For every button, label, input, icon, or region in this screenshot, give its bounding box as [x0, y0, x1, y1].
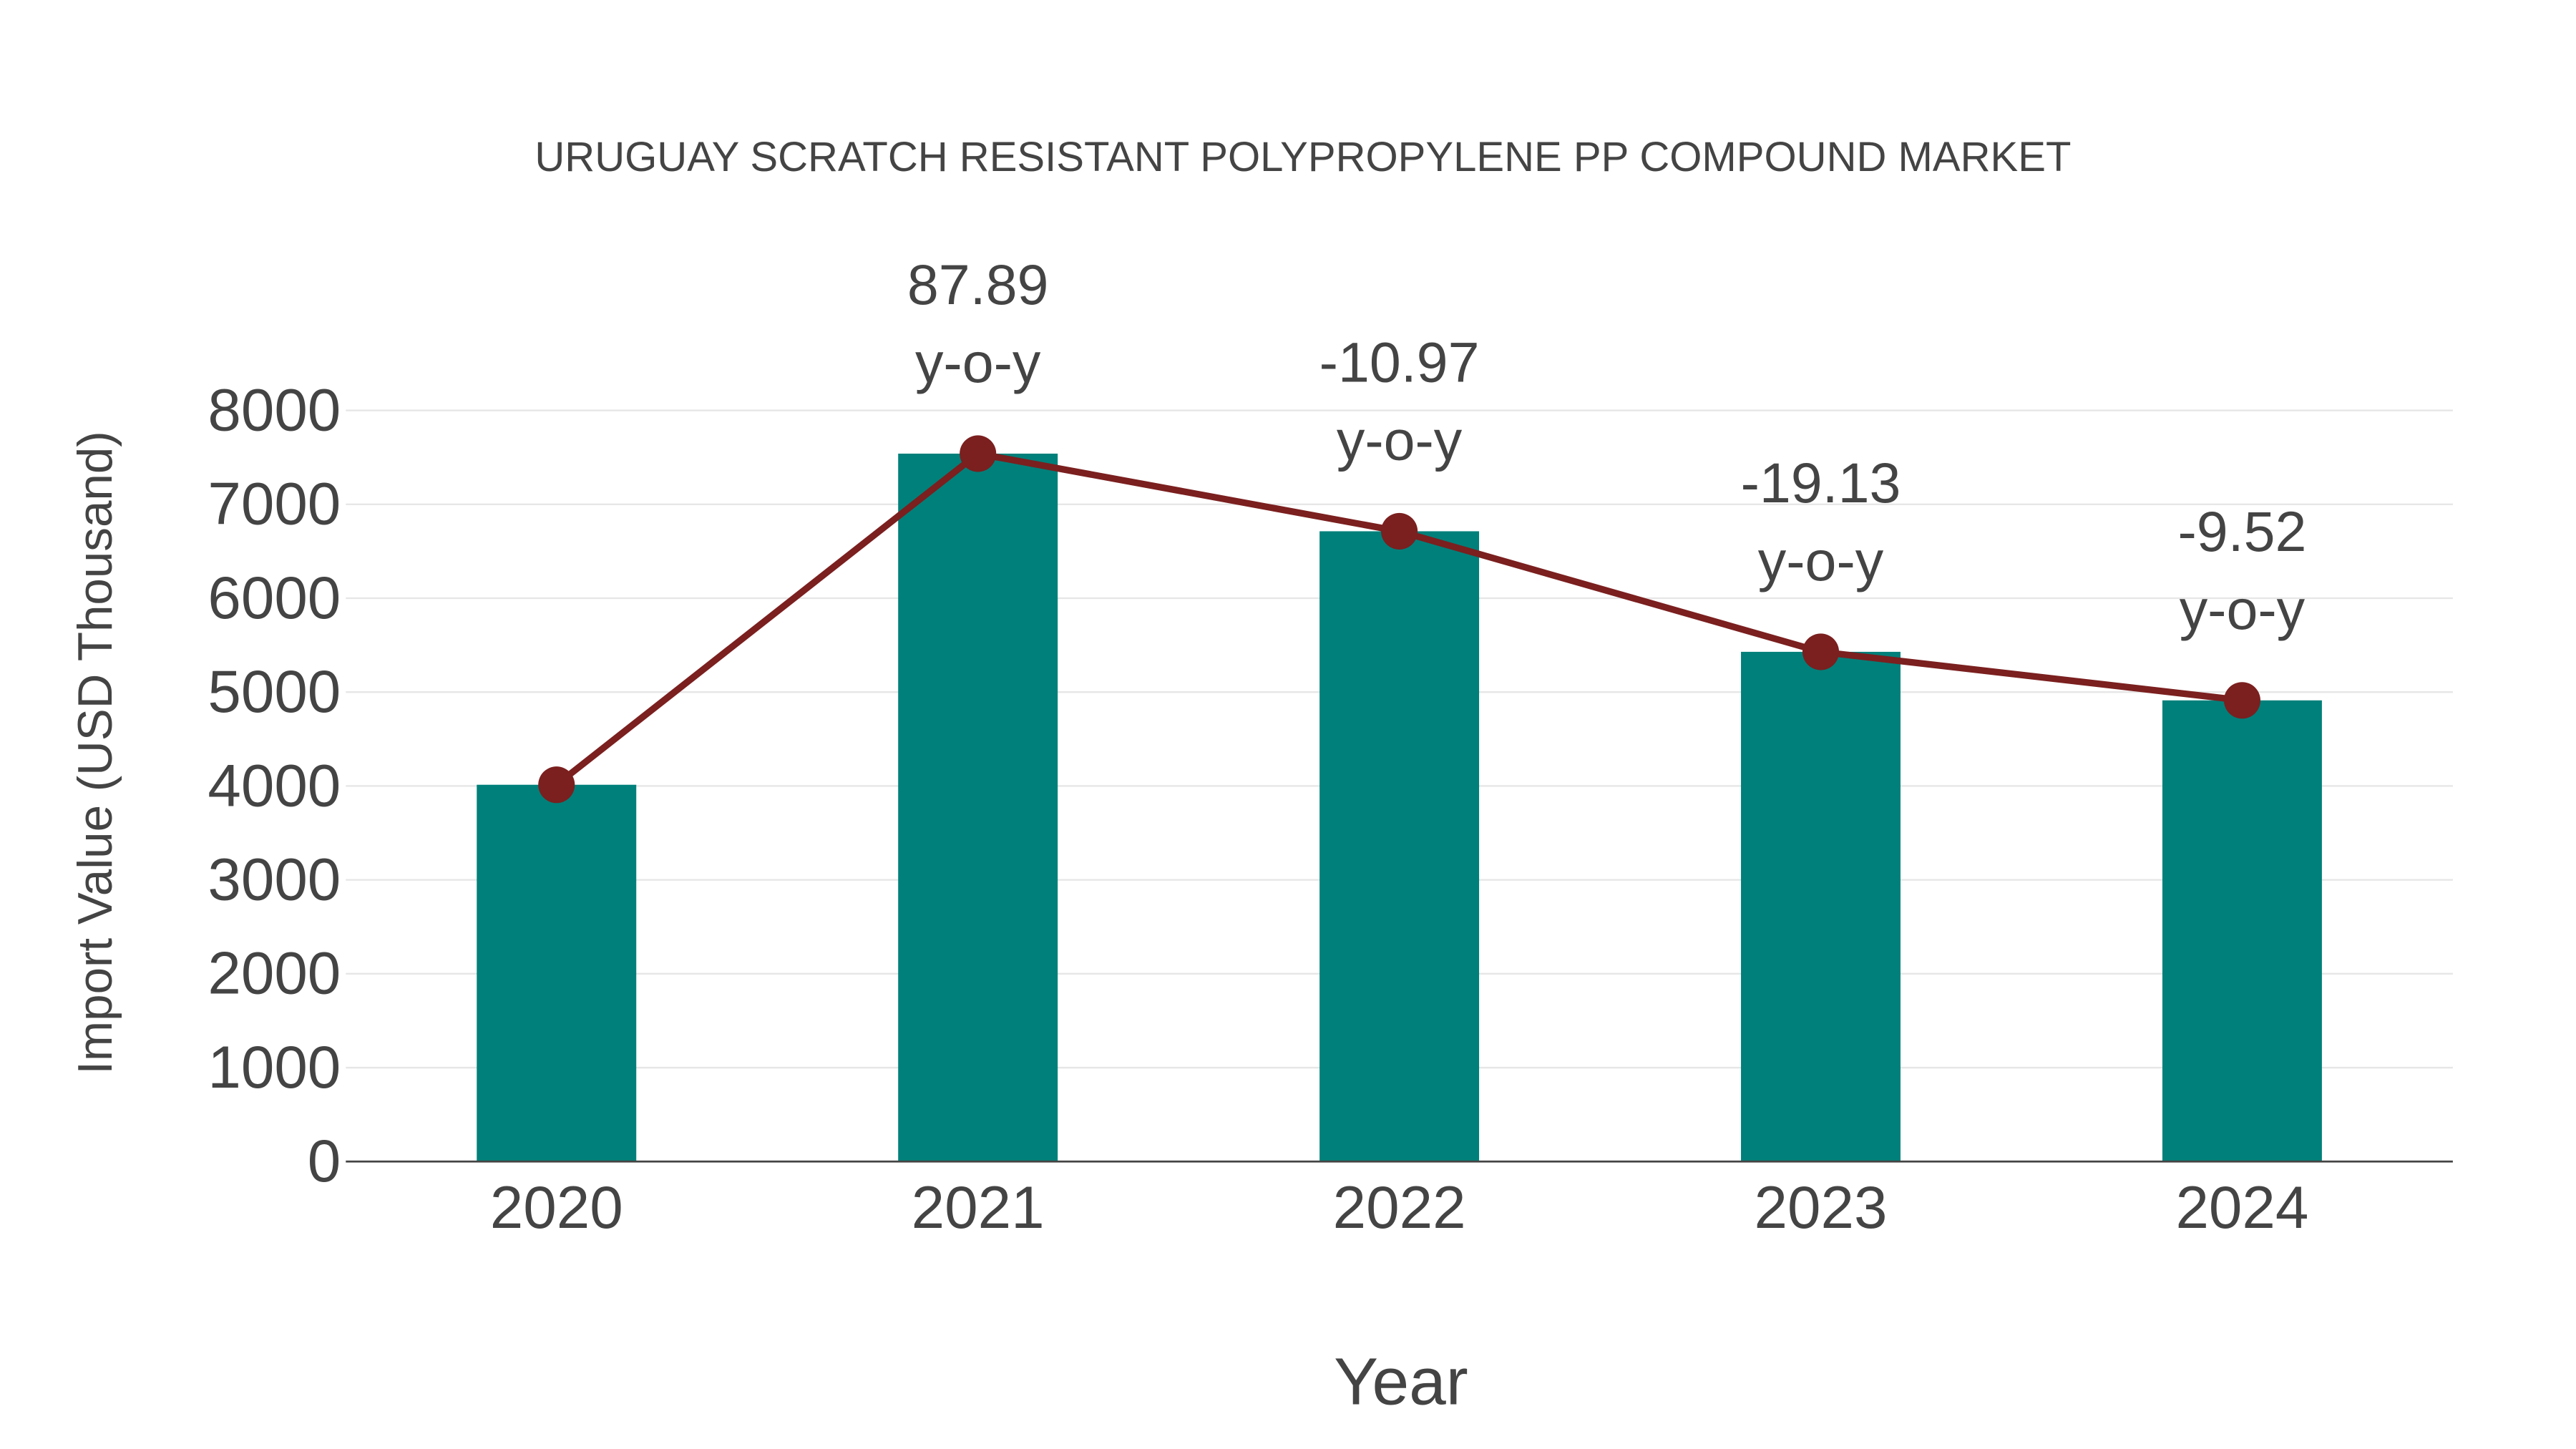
yoy-value-label: 87.89: [907, 253, 1049, 316]
y-tick-label: 0: [308, 1127, 341, 1194]
yoy-suffix-label: y-o-y: [1758, 530, 1884, 592]
bar: [2162, 700, 2322, 1162]
yoy-suffix-label: y-o-y: [2180, 578, 2306, 641]
bar: [1741, 651, 1901, 1162]
y-tick-label: 4000: [208, 751, 341, 819]
trend-line: [538, 435, 2260, 804]
labels: 0 1000 2000 3000 4000 5000 6000 7000 8000 2020 202…: [208, 253, 2308, 1241]
bar: [477, 784, 637, 1162]
y-axis-title: Import Value (USD Thousand): [69, 431, 122, 1074]
x-tick-label: 2024: [2175, 1174, 2308, 1241]
y-tick-label: 7000: [208, 470, 341, 537]
yoy-value-label: -19.13: [1741, 452, 1901, 514]
y-tick-label: 6000: [208, 564, 341, 631]
x-axis-title: Year: [1334, 1344, 1468, 1418]
yoy-suffix-label: y-o-y: [1337, 409, 1463, 472]
trend-point: [1802, 633, 1840, 670]
x-tick-label: 2021: [912, 1174, 1045, 1241]
yoy-value-label: -10.97: [1319, 331, 1480, 394]
y-tick-label: 5000: [208, 658, 341, 725]
yoy-value-label: -9.52: [2177, 500, 2306, 563]
bar: [1319, 531, 1480, 1162]
x-tick-label: 2022: [1333, 1174, 1466, 1241]
yoy-suffix-label: y-o-y: [915, 331, 1041, 394]
bars: [477, 453, 2322, 1162]
y-tick-label: 3000: [208, 845, 341, 912]
y-tick-label: 8000: [208, 376, 341, 443]
trend-point: [2223, 682, 2260, 719]
x-tick-label: 2020: [490, 1174, 623, 1241]
y-tick-label: 2000: [208, 940, 341, 1007]
trend-point: [538, 766, 575, 804]
trend-point: [960, 435, 997, 472]
chart-title: URUGUAY SCRATCH RESISTANT POLYPROPYLENE …: [535, 134, 2071, 180]
bar: [898, 453, 1058, 1162]
trend-point: [1381, 512, 1418, 550]
y-tick-label: 1000: [208, 1033, 341, 1101]
x-tick-label: 2023: [1755, 1174, 1888, 1241]
